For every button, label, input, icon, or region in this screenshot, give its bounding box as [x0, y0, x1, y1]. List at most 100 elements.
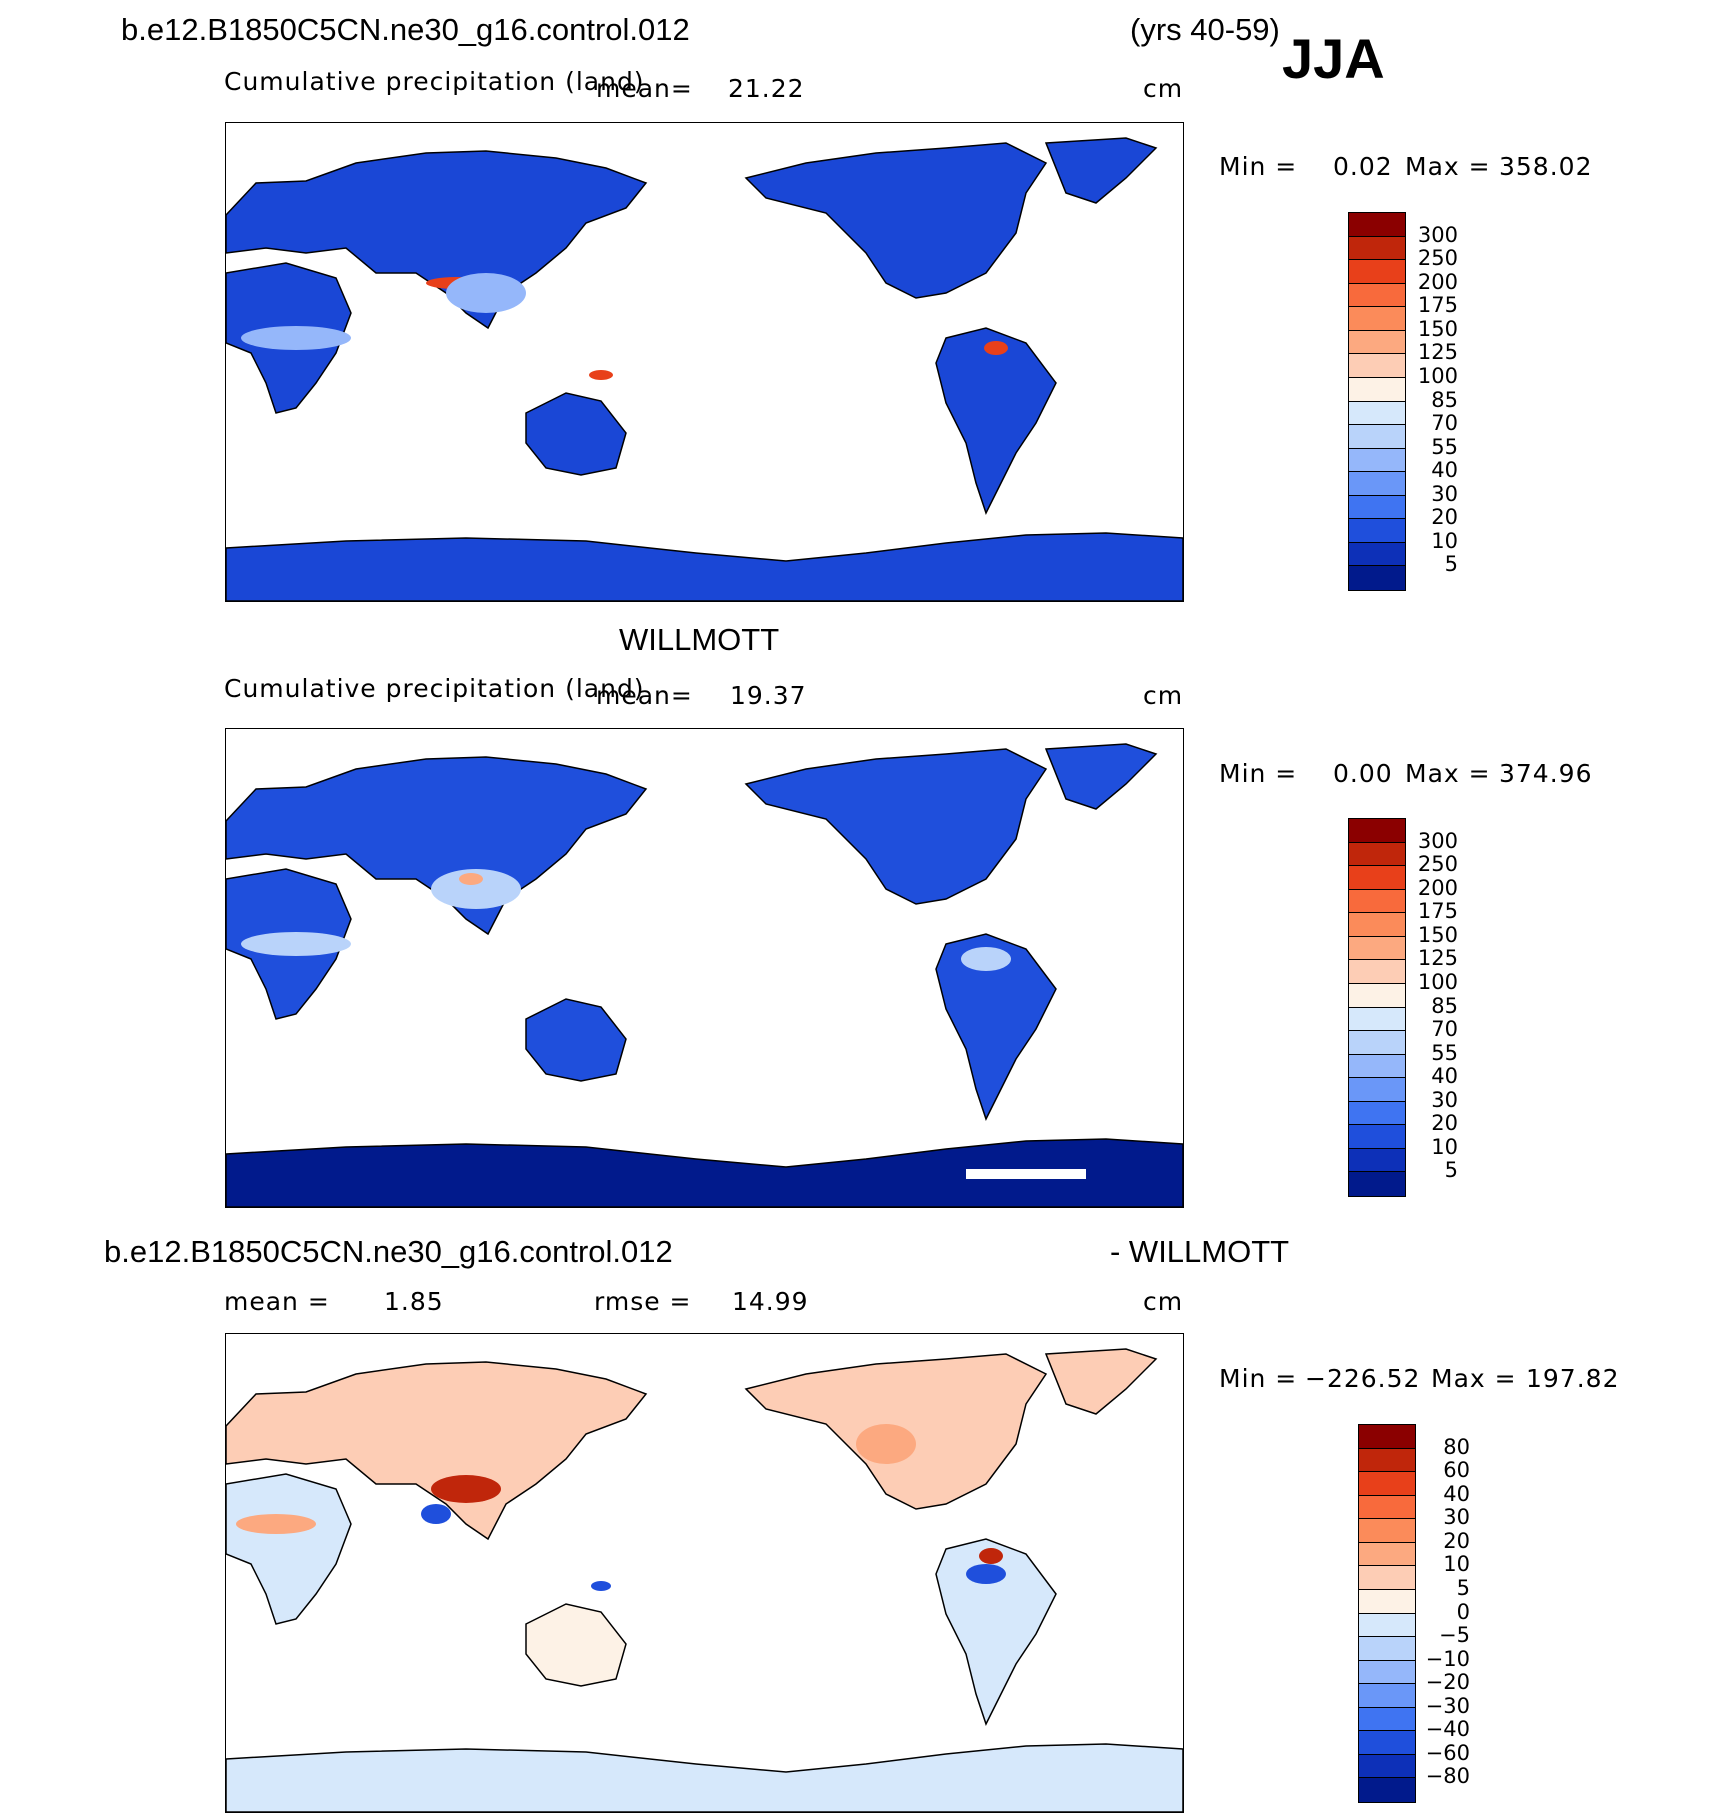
colorbar-swatch [1359, 1472, 1415, 1496]
colorbar-label: 20 [1431, 1111, 1458, 1136]
colorbar-swatch [1349, 354, 1405, 378]
years-label: (yrs 40-59) [1130, 12, 1280, 47]
colorbar-swatch [1359, 1754, 1415, 1779]
colorbar-label: −30 [1425, 1693, 1470, 1718]
australia-land [525, 392, 627, 476]
panel1-units: cm [1143, 74, 1184, 103]
panel2-land [226, 743, 1183, 1207]
colorbar-label: 10 [1431, 1134, 1458, 1159]
panel2-max-label: Max = [1405, 759, 1491, 788]
colorbar-swatch [1349, 1101, 1405, 1126]
colorbar-swatch [1359, 1566, 1415, 1590]
colorbar-swatch [1359, 1707, 1415, 1732]
colorbar-label: 175 [1417, 293, 1458, 318]
colorbar-label: −10 [1425, 1646, 1470, 1671]
colorbar-label: 125 [1417, 946, 1458, 971]
colorbar-swatch [1359, 1613, 1415, 1638]
greenland-land [1044, 1348, 1158, 1415]
colorbar-label: 30 [1431, 1087, 1458, 1112]
colorbar-label: −80 [1425, 1764, 1470, 1789]
panel3-title-right: - WILLMOTT [1110, 1234, 1290, 1269]
colorbar-label: 5 [1444, 552, 1458, 577]
colorbar-swatch [1359, 1448, 1415, 1473]
panel3-positive [431, 1475, 1003, 1564]
colorbar-swatch [1349, 307, 1405, 331]
colorbar-label: 80 [1443, 1434, 1470, 1459]
colorbar-swatch [1349, 542, 1405, 567]
eurasia-land [226, 1361, 648, 1541]
colorbar-swatch [1349, 283, 1405, 308]
colorbar-label: −40 [1425, 1717, 1470, 1742]
colorbar-label: 55 [1431, 434, 1458, 459]
australia-land [525, 998, 627, 1082]
colorbar-label: 40 [1431, 1064, 1458, 1089]
colorbar-label: −60 [1425, 1740, 1470, 1765]
panel2-min-label: Min = [1219, 759, 1298, 788]
panel3-max-value: 197.82 [1526, 1364, 1620, 1393]
panel3-colorbar [1358, 1424, 1416, 1803]
panel1-mean-label: mean= [596, 74, 693, 103]
colorbar-label: 70 [1431, 1017, 1458, 1042]
colorbar-swatch [1349, 960, 1405, 984]
panel1-min-value: 0.02 [1333, 152, 1393, 181]
colorbar-swatch [1349, 1007, 1405, 1032]
greenland-land [1044, 743, 1158, 810]
colorbar-label: 85 [1431, 993, 1458, 1018]
panel2-subtitle: Cumulative precipitation (land) [224, 674, 645, 703]
africa-land [226, 1473, 352, 1625]
colorbar-swatch [1349, 448, 1405, 473]
colorbar-swatch [1359, 1684, 1415, 1708]
panel3-map [225, 1333, 1184, 1813]
colorbar-swatch [1349, 260, 1405, 284]
colorbar-label: 175 [1417, 899, 1458, 924]
panel2-hotspots [459, 873, 483, 885]
colorbar-label: 60 [1443, 1458, 1470, 1483]
colorbar-swatch [1349, 1078, 1405, 1102]
colorbar-label: 5 [1456, 1575, 1470, 1600]
panel3-min-label: Min = [1219, 1364, 1298, 1393]
colorbar-swatch [1349, 936, 1405, 961]
colorbar-label: 10 [1443, 1552, 1470, 1577]
colorbar-swatch [1349, 842, 1405, 867]
panel3-rmse-label: rmse = [594, 1287, 692, 1316]
south-america-land [935, 933, 1057, 1121]
colorbar-label: 200 [1417, 269, 1458, 294]
panel1-subtitle: Cumulative precipitation (land) [224, 67, 645, 96]
colorbar-label: 85 [1431, 387, 1458, 412]
greenland-land [1044, 137, 1158, 204]
panel3-map-svg [226, 1348, 1183, 1812]
colorbar-label: 125 [1417, 340, 1458, 365]
north-america-land [744, 142, 1048, 299]
colorbar-swatch [1359, 1731, 1415, 1755]
eurasia-land [226, 756, 648, 936]
colorbar-label: 40 [1443, 1481, 1470, 1506]
colorbar-swatch [1359, 1637, 1415, 1661]
colorbar-label: 40 [1431, 458, 1458, 483]
panel2-title: WILLMOTT [619, 622, 780, 657]
colorbar-swatch [1349, 401, 1405, 426]
panel3-land [226, 1348, 1183, 1812]
season-label: JJA [1282, 27, 1385, 90]
panel2-map [225, 728, 1184, 1208]
colorbar-label: 55 [1431, 1040, 1458, 1065]
colorbar-swatch [1359, 1660, 1415, 1685]
antarctica-land [226, 1138, 1183, 1207]
panel1-colorbar [1348, 212, 1406, 591]
colorbar-swatch [1349, 566, 1405, 590]
colorbar-label: 30 [1443, 1505, 1470, 1530]
colorbar-swatch [1349, 983, 1405, 1008]
colorbar-swatch [1349, 1148, 1405, 1173]
colorbar-swatch [1349, 236, 1405, 261]
colorbar-label: 150 [1417, 316, 1458, 341]
colorbar-swatch [1349, 213, 1405, 237]
panel1-map [225, 122, 1184, 602]
panel2-moist [241, 869, 1011, 971]
colorbar-label: 250 [1417, 852, 1458, 877]
colorbar-swatch [1349, 889, 1405, 914]
panel2-antarctic-gap [966, 1169, 1086, 1179]
panel2-min-value: 0.00 [1333, 759, 1393, 788]
colorbar-label: 200 [1417, 875, 1458, 900]
panel3-mildpos [236, 1424, 916, 1534]
panel2-units: cm [1143, 681, 1184, 710]
south-america-land [935, 1538, 1057, 1726]
